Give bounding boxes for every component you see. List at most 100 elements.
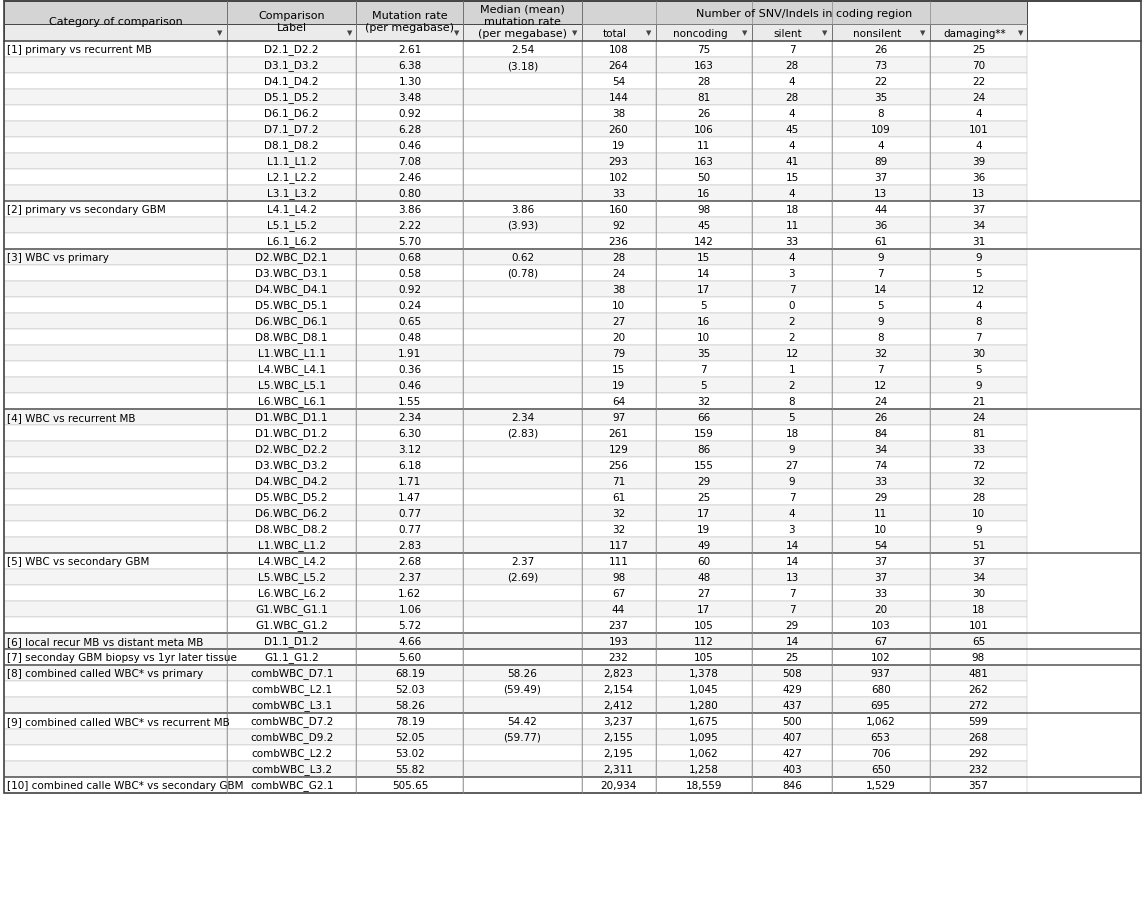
Text: 18: 18 xyxy=(785,205,798,215)
Bar xyxy=(582,186,655,202)
Text: 98: 98 xyxy=(697,205,710,215)
Bar xyxy=(831,617,930,633)
Bar xyxy=(831,505,930,521)
Bar xyxy=(930,729,1027,745)
Text: 2.22: 2.22 xyxy=(398,221,421,231)
Text: 31: 31 xyxy=(972,236,985,247)
Text: 1,045: 1,045 xyxy=(689,685,719,695)
Text: D2.1_D2.2: D2.1_D2.2 xyxy=(264,44,319,55)
Bar xyxy=(752,234,831,250)
Text: D3.WBC_D3.2: D3.WBC_D3.2 xyxy=(255,460,327,471)
Bar xyxy=(227,569,356,585)
Bar xyxy=(655,393,752,410)
Bar xyxy=(582,554,655,569)
Bar xyxy=(356,505,464,521)
Text: 106: 106 xyxy=(694,124,713,135)
Text: 32: 32 xyxy=(972,476,985,486)
Bar xyxy=(464,345,582,362)
Text: 65: 65 xyxy=(972,636,985,647)
Text: 5: 5 xyxy=(789,412,796,422)
Bar xyxy=(227,378,356,393)
Text: 9: 9 xyxy=(789,445,796,455)
Bar xyxy=(464,234,582,250)
Text: 236: 236 xyxy=(609,236,629,247)
Text: 7: 7 xyxy=(789,45,796,55)
Bar xyxy=(356,250,464,266)
Bar xyxy=(3,666,227,681)
Text: 2: 2 xyxy=(789,317,796,327)
Bar xyxy=(464,729,582,745)
Bar xyxy=(831,729,930,745)
Bar xyxy=(227,74,356,90)
Bar xyxy=(464,474,582,490)
Text: 49: 49 xyxy=(697,540,710,550)
Bar xyxy=(356,633,464,649)
Text: 2.37: 2.37 xyxy=(511,557,534,566)
Text: 67: 67 xyxy=(611,588,625,598)
Bar xyxy=(3,202,227,217)
Bar xyxy=(655,585,752,602)
Text: 0: 0 xyxy=(789,300,795,310)
Text: combWBC_D7.1: combWBC_D7.1 xyxy=(250,667,333,678)
Bar xyxy=(655,505,752,521)
Text: ▼: ▼ xyxy=(571,31,577,36)
Text: 0.46: 0.46 xyxy=(398,141,421,151)
Text: 61: 61 xyxy=(611,492,625,502)
Bar xyxy=(930,186,1027,202)
Text: 28: 28 xyxy=(697,77,710,87)
Bar xyxy=(582,713,655,729)
Text: D8.1_D8.2: D8.1_D8.2 xyxy=(264,141,319,152)
Bar xyxy=(227,393,356,410)
Text: ▼: ▼ xyxy=(347,31,353,36)
Bar xyxy=(356,490,464,505)
Bar xyxy=(464,378,582,393)
Text: 706: 706 xyxy=(870,748,891,759)
Text: combWBC_G2.1: combWBC_G2.1 xyxy=(250,779,333,790)
Text: 71: 71 xyxy=(611,476,625,486)
Text: 20,934: 20,934 xyxy=(600,780,637,790)
Bar xyxy=(227,202,356,217)
Bar xyxy=(655,617,752,633)
Bar xyxy=(930,58,1027,74)
Text: 0.48: 0.48 xyxy=(398,333,421,343)
Text: 61: 61 xyxy=(874,236,887,247)
Bar xyxy=(227,713,356,729)
Bar xyxy=(464,505,582,521)
Text: D1.WBC_D1.1: D1.WBC_D1.1 xyxy=(255,412,327,423)
Bar xyxy=(582,345,655,362)
Text: 92: 92 xyxy=(611,221,625,231)
Bar xyxy=(227,617,356,633)
Bar xyxy=(752,138,831,154)
Text: 50: 50 xyxy=(697,173,710,183)
Bar xyxy=(227,457,356,474)
Text: 1,062: 1,062 xyxy=(689,748,719,759)
Text: 32: 32 xyxy=(611,509,625,519)
Text: 17: 17 xyxy=(697,509,710,519)
Bar xyxy=(930,602,1027,617)
Text: [4] WBC vs recurrent MB: [4] WBC vs recurrent MB xyxy=(7,412,135,422)
Bar xyxy=(752,778,831,793)
Text: 6.28: 6.28 xyxy=(398,124,421,135)
Text: combWBC_L2.2: combWBC_L2.2 xyxy=(251,748,332,759)
Bar xyxy=(752,345,831,362)
Text: 4: 4 xyxy=(789,77,796,87)
Bar xyxy=(356,474,464,490)
Bar xyxy=(930,410,1027,426)
Bar xyxy=(655,633,752,649)
Bar xyxy=(930,362,1027,378)
Bar xyxy=(831,697,930,713)
Text: 54: 54 xyxy=(874,540,887,550)
Text: 29: 29 xyxy=(874,492,887,502)
Text: 2.54: 2.54 xyxy=(511,45,534,55)
Bar xyxy=(831,217,930,234)
Text: 24: 24 xyxy=(972,93,985,103)
Text: Category of comparison: Category of comparison xyxy=(48,17,182,27)
Text: 13: 13 xyxy=(972,189,985,198)
Bar xyxy=(582,569,655,585)
Text: Comparison
Label: Comparison Label xyxy=(259,11,325,33)
Text: 4: 4 xyxy=(976,141,981,151)
Bar xyxy=(752,633,831,649)
Text: 105: 105 xyxy=(694,621,713,630)
Text: 3.86: 3.86 xyxy=(398,205,421,215)
Text: L5.1_L5.2: L5.1_L5.2 xyxy=(267,220,317,231)
